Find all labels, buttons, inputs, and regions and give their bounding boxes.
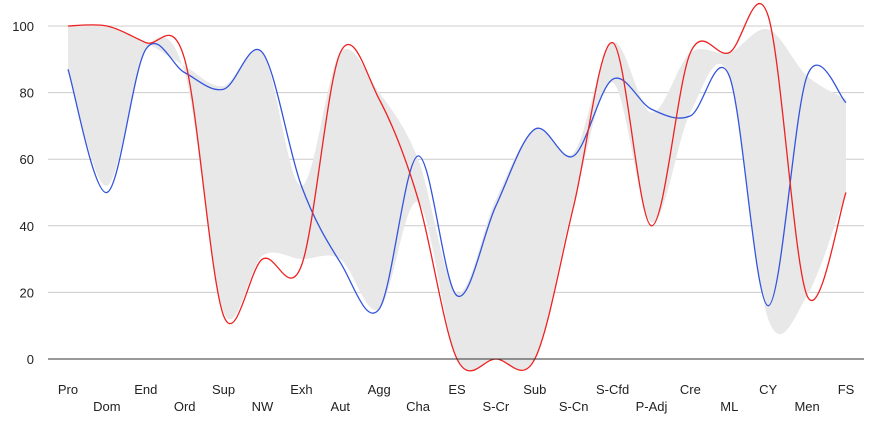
y-tick-label: 0: [27, 352, 34, 367]
x-tick-label: Aut: [331, 399, 351, 414]
x-tick-label: Pro: [58, 382, 78, 397]
range-band: [68, 24, 846, 371]
x-axis-ticks: Pro Dom End Ord Sup NW Exh Aut Agg Cha ES S-Cr Sub S-…: [58, 382, 855, 414]
y-tick-label: 40: [20, 219, 34, 234]
series-line-2: [67, 3, 847, 372]
y-axis-ticks: 0 20 40 60 80 100: [12, 19, 34, 367]
x-tick-label: Cha: [406, 399, 431, 414]
x-tick-label: Ord: [174, 399, 196, 414]
x-tick-label: S-Cn: [559, 399, 589, 414]
series-line-1: [67, 42, 847, 314]
x-tick-label: Sup: [212, 382, 235, 397]
x-tick-label: ML: [720, 399, 738, 414]
x-tick-label: Exh: [290, 382, 312, 397]
gridlines: [48, 25, 864, 293]
x-tick-label: S-Cfd: [596, 382, 629, 397]
x-tick-label: NW: [252, 399, 274, 414]
x-tick-label: ES: [448, 382, 466, 397]
x-tick-label: P-Adj: [636, 399, 668, 414]
x-tick-label: Agg: [368, 382, 391, 397]
x-tick-label: CY: [759, 382, 777, 397]
y-tick-label: 60: [20, 152, 34, 167]
y-tick-label: 100: [12, 19, 34, 34]
y-tick-label: 80: [20, 86, 34, 101]
x-tick-label: FS: [838, 382, 855, 397]
x-tick-label: Cre: [680, 382, 701, 397]
x-tick-label: End: [134, 382, 157, 397]
x-tick-label: Sub: [523, 382, 546, 397]
y-tick-label: 20: [20, 285, 34, 300]
x-tick-label: Dom: [93, 399, 120, 414]
x-tick-label: Men: [794, 399, 819, 414]
series-lines: [67, 3, 847, 372]
x-tick-label: S-Cr: [483, 399, 510, 414]
